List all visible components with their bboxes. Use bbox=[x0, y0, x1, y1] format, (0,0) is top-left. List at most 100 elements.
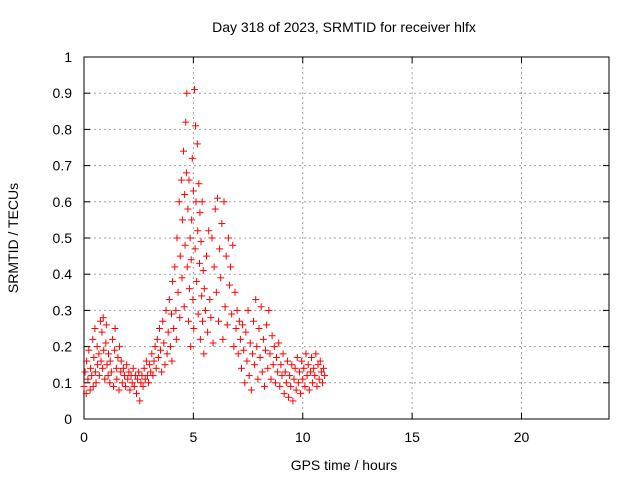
data-point bbox=[104, 372, 112, 380]
data-point bbox=[97, 357, 105, 365]
data-point bbox=[196, 209, 204, 217]
data-point bbox=[269, 361, 277, 369]
data-point bbox=[262, 346, 270, 354]
data-point bbox=[244, 306, 252, 314]
data-point bbox=[197, 238, 205, 246]
data-point bbox=[201, 306, 209, 314]
data-point bbox=[169, 277, 177, 285]
data-point bbox=[211, 205, 219, 213]
data-point bbox=[172, 306, 180, 314]
data-point bbox=[153, 335, 161, 343]
data-point bbox=[252, 296, 260, 304]
x-tick-label: 20 bbox=[514, 429, 530, 445]
data-point bbox=[187, 256, 195, 264]
data-point bbox=[222, 252, 230, 260]
y-tick-label: 0.1 bbox=[53, 375, 73, 391]
data-point bbox=[257, 303, 265, 311]
data-point bbox=[318, 379, 326, 387]
data-point bbox=[279, 350, 287, 358]
data-point bbox=[314, 361, 322, 369]
data-point bbox=[86, 386, 94, 394]
data-point bbox=[315, 375, 323, 383]
data-point bbox=[140, 364, 148, 372]
data-point bbox=[91, 325, 99, 332]
data-point bbox=[282, 379, 290, 387]
axis-ticks: 00.10.20.30.40.50.60.70.80.910 5 10 15 20 bbox=[53, 49, 609, 445]
data-point bbox=[248, 350, 256, 358]
data-point bbox=[125, 368, 133, 376]
data-point bbox=[185, 285, 193, 293]
data-point bbox=[107, 368, 115, 376]
data-point bbox=[210, 263, 218, 271]
data-point bbox=[278, 372, 286, 380]
data-point bbox=[180, 303, 188, 311]
data-point bbox=[304, 361, 312, 369]
data-point bbox=[223, 321, 231, 329]
data-point bbox=[114, 353, 122, 361]
data-point bbox=[85, 346, 93, 354]
data-point bbox=[103, 361, 111, 369]
y-tick-label: 0.5 bbox=[53, 230, 73, 246]
data-point bbox=[137, 379, 145, 387]
data-point bbox=[92, 379, 100, 387]
data-point bbox=[185, 317, 193, 325]
data-point bbox=[96, 317, 104, 325]
data-point bbox=[172, 335, 180, 343]
data-point bbox=[81, 368, 89, 376]
data-point bbox=[289, 397, 297, 405]
data-point bbox=[196, 259, 203, 267]
data-point bbox=[234, 350, 242, 358]
data-point bbox=[130, 382, 138, 390]
data-point bbox=[168, 357, 176, 365]
data-point bbox=[227, 263, 235, 271]
data-point bbox=[293, 353, 301, 361]
data-point bbox=[178, 216, 186, 224]
data-point bbox=[256, 353, 264, 361]
data-point bbox=[135, 368, 143, 376]
data-point bbox=[111, 325, 119, 332]
data-point bbox=[151, 343, 159, 351]
data-point bbox=[270, 343, 278, 351]
data-point bbox=[171, 263, 179, 271]
data-point bbox=[321, 372, 329, 380]
data-point bbox=[182, 118, 190, 126]
data-point bbox=[122, 382, 130, 390]
data-point bbox=[299, 375, 307, 383]
data-point bbox=[83, 357, 91, 365]
data-point bbox=[178, 274, 186, 282]
data-point bbox=[286, 372, 294, 380]
data-point bbox=[117, 368, 125, 376]
chart-title: Day 318 of 2023, SRMTID for receiver hlf… bbox=[212, 19, 476, 35]
data-point bbox=[194, 227, 202, 235]
data-point bbox=[236, 335, 244, 343]
data-point bbox=[193, 140, 201, 148]
data-point bbox=[118, 379, 126, 387]
data-point bbox=[158, 368, 166, 376]
data-point bbox=[298, 357, 306, 365]
data-points bbox=[80, 86, 329, 405]
data-point bbox=[129, 364, 137, 372]
data-point bbox=[216, 245, 224, 253]
y-tick-label: 1 bbox=[64, 49, 72, 65]
data-point bbox=[188, 216, 196, 224]
data-point bbox=[250, 317, 258, 325]
y-tick-label: 0.4 bbox=[53, 266, 73, 282]
data-point bbox=[150, 357, 158, 365]
data-point bbox=[316, 357, 324, 365]
data-point bbox=[115, 343, 123, 351]
data-point bbox=[254, 375, 262, 383]
data-point bbox=[161, 361, 169, 369]
data-point bbox=[183, 263, 191, 271]
data-point bbox=[141, 375, 149, 383]
data-point bbox=[311, 372, 319, 380]
data-point bbox=[145, 379, 153, 387]
x-axis-label: GPS time / hours bbox=[291, 457, 398, 473]
data-point bbox=[312, 350, 320, 358]
data-point bbox=[136, 397, 144, 405]
data-point bbox=[155, 325, 163, 332]
data-point bbox=[274, 368, 282, 376]
data-point bbox=[196, 335, 204, 343]
data-point bbox=[190, 86, 198, 94]
data-point bbox=[105, 350, 112, 358]
